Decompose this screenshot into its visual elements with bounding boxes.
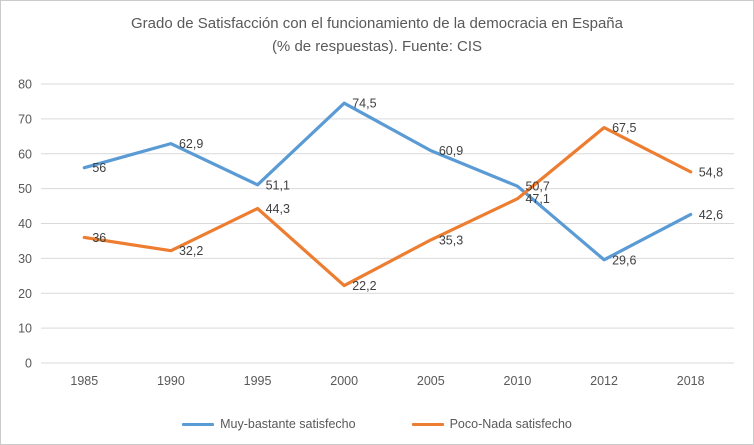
- legend: Muy-bastante satisfecho Poco-Nada satisf…: [1, 417, 753, 431]
- data-label: 29,6: [612, 253, 636, 267]
- data-label: 32,2: [179, 244, 203, 258]
- x-axis-tick-label: 1990: [157, 374, 185, 388]
- y-axis-tick-label: 50: [18, 182, 32, 196]
- legend-label-poco-nada: Poco-Nada satisfecho: [449, 417, 572, 431]
- y-axis-tick-label: 80: [18, 78, 32, 92]
- series-line-0: [82, 101, 693, 262]
- data-label: 67,5: [612, 121, 636, 135]
- y-axis-tick-label: 30: [18, 252, 32, 266]
- x-axis-tick-label: 2000: [330, 374, 358, 388]
- x-axis-tick-label: 1985: [70, 374, 98, 388]
- chart-title-line1: Grado de Satisfacción con el funcionamie…: [131, 15, 623, 32]
- data-label: 60,9: [439, 144, 463, 158]
- data-label: 35,3: [439, 233, 463, 247]
- x-axis-tick-label: 2018: [677, 374, 705, 388]
- legend-label-muy-bastante: Muy-bastante satisfecho: [220, 417, 356, 431]
- data-label: 36: [92, 231, 106, 245]
- data-label: 50,7: [525, 180, 549, 194]
- data-label: 44,3: [266, 202, 290, 216]
- legend-line-swatch-blue: [182, 422, 215, 426]
- x-axis-tick-label: 2010: [504, 374, 532, 388]
- legend-item-muy-bastante: Muy-bastante satisfecho: [182, 417, 356, 431]
- data-label: 42,6: [699, 208, 723, 222]
- x-axis-tick-label: 1995: [244, 374, 272, 388]
- x-axis-tick-label: 2005: [417, 374, 445, 388]
- y-axis-tick-label: 60: [18, 147, 32, 161]
- data-label: 47,1: [525, 192, 549, 206]
- data-label: 54,8: [699, 165, 723, 179]
- x-axis-tick-label: 2012: [590, 374, 618, 388]
- y-axis-tick-label: 10: [18, 322, 32, 336]
- series-line-1: [82, 125, 693, 288]
- data-label: 22,2: [352, 279, 376, 293]
- data-label: 51,1: [266, 178, 290, 192]
- data-label: 74,5: [352, 97, 376, 111]
- data-label: 62,9: [179, 137, 203, 151]
- chart-title-line2: (% de respuestas). Fuente: CIS: [271, 38, 483, 55]
- y-axis-tick-label: 20: [18, 287, 32, 301]
- legend-item-poco-nada: Poco-Nada satisfecho: [411, 417, 572, 431]
- chart-title: Grado de Satisfacción con el funcionamie…: [1, 12, 753, 58]
- y-axis-tick-label: 0: [25, 357, 32, 371]
- y-axis-tick-label: 40: [18, 217, 32, 231]
- data-label: 56: [92, 161, 106, 175]
- y-axis-tick-label: 70: [18, 112, 32, 126]
- legend-line-swatch-orange: [411, 422, 444, 426]
